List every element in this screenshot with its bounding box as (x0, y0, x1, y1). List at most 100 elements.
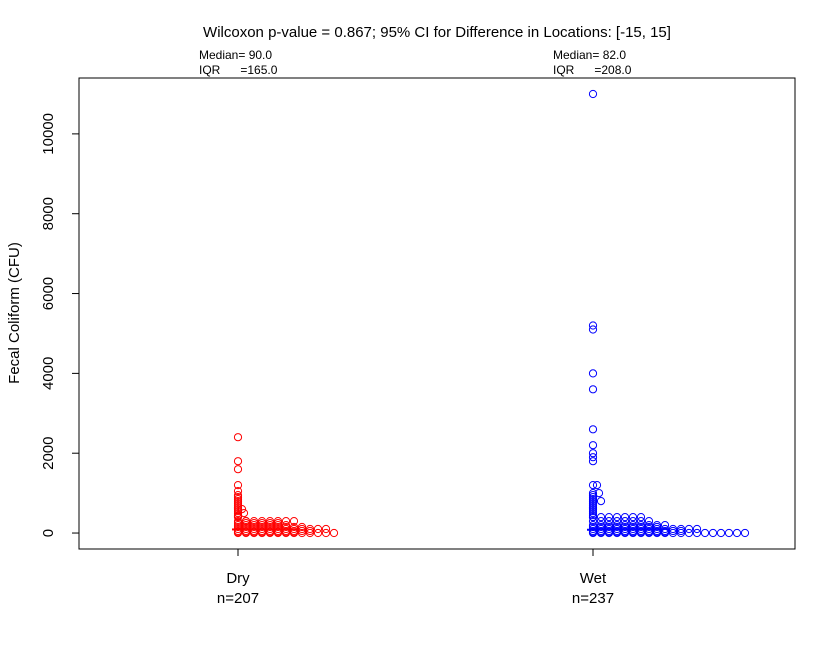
data-point (249, 517, 259, 526)
data-point (249, 519, 259, 528)
data-point (668, 524, 678, 534)
data-point (257, 528, 267, 538)
dry-median-label: Median= 90.0 (199, 48, 272, 62)
data-point (281, 528, 291, 538)
data-point (628, 528, 638, 538)
dry-iqr-label: IQR =165.0 (199, 63, 278, 77)
data-point (732, 528, 742, 538)
data-point (305, 528, 315, 538)
data-point (612, 513, 622, 522)
data-point (628, 513, 638, 522)
data-point (297, 526, 307, 536)
data-point (620, 513, 630, 522)
data-point (233, 493, 243, 502)
data-point (588, 425, 598, 434)
data-point (620, 522, 630, 532)
data-point (676, 524, 686, 534)
data-point (273, 528, 283, 538)
data-point (313, 524, 323, 534)
data-point (588, 489, 598, 498)
data-point (241, 522, 251, 532)
data-point (321, 524, 331, 534)
wet-median-label: Median= 82.0 (553, 48, 626, 62)
data-point (628, 517, 638, 526)
data-point (289, 528, 299, 538)
data-points (232, 89, 750, 538)
data-point (588, 449, 598, 458)
data-point (628, 524, 638, 534)
data-point (265, 517, 275, 526)
data-point (297, 522, 307, 532)
data-point (233, 497, 243, 506)
data-point (233, 519, 243, 528)
data-point (257, 522, 267, 532)
data-point (265, 519, 275, 528)
data-point (289, 524, 299, 534)
data-point (588, 89, 598, 99)
data-point (588, 513, 598, 522)
data-point (233, 481, 243, 490)
data-point (636, 524, 646, 534)
data-point (588, 495, 598, 504)
y-axis-title: Fecal Coliform (CFU) (6, 242, 23, 384)
data-point (588, 481, 598, 490)
data-point (233, 517, 243, 526)
data-point (644, 522, 654, 532)
data-point (233, 507, 243, 516)
x-axis: Dry n=207 Wet n=237 (217, 548, 614, 607)
data-point (588, 457, 598, 466)
data-point (249, 522, 259, 532)
data-point (612, 524, 622, 534)
wet-n-label: n=237 (572, 590, 614, 607)
data-point (233, 522, 243, 532)
data-point (588, 510, 598, 520)
data-point (281, 522, 291, 532)
data-point (588, 369, 598, 378)
data-point (588, 491, 598, 500)
data-point (588, 497, 598, 506)
data-point (289, 522, 299, 532)
data-point (233, 491, 243, 500)
data-point (305, 524, 315, 534)
data-point (233, 457, 243, 466)
data-point (233, 499, 243, 508)
data-point (676, 526, 686, 536)
data-point (241, 517, 251, 526)
data-point (652, 522, 662, 532)
y-tick-label: 0 (40, 529, 57, 537)
data-point (233, 513, 243, 522)
data-point (708, 528, 718, 538)
data-point (676, 528, 686, 538)
data-point (281, 524, 291, 534)
data-point (239, 508, 249, 518)
data-point (596, 497, 606, 506)
data-point (237, 505, 247, 514)
data-point (692, 528, 702, 538)
data-point (273, 524, 283, 534)
data-point (636, 513, 646, 522)
y-tick-label: 8000 (40, 197, 57, 230)
data-point (257, 524, 267, 534)
data-point (620, 524, 630, 534)
data-point (297, 528, 307, 538)
data-point (620, 528, 630, 538)
data-point (313, 528, 323, 538)
data-point (257, 519, 267, 528)
data-point (241, 519, 251, 528)
data-point (660, 524, 670, 534)
data-point (652, 528, 662, 538)
data-point (604, 513, 614, 522)
y-tick-label: 10000 (40, 113, 57, 155)
data-point (594, 489, 604, 498)
data-point (644, 528, 654, 538)
data-point (604, 528, 614, 538)
data-point (588, 503, 598, 512)
data-point (612, 517, 622, 526)
data-point (684, 528, 694, 538)
data-point (596, 513, 606, 522)
data-point (588, 499, 598, 508)
data-point (588, 505, 598, 514)
data-point (233, 433, 243, 442)
y-tick-label: 6000 (40, 277, 57, 310)
data-point (329, 528, 339, 538)
